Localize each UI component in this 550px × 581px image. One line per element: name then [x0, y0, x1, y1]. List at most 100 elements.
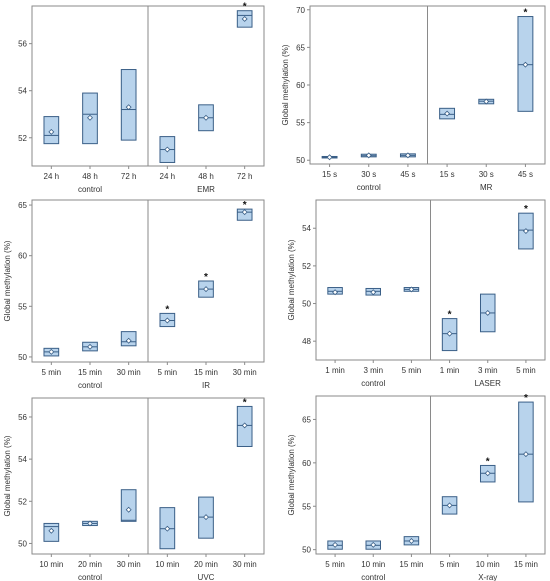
x-tick-label: 10 min — [39, 560, 63, 569]
y-tick-label: 56 — [18, 40, 27, 49]
y-tick-label: 56 — [18, 413, 27, 422]
mean-marker — [522, 61, 529, 68]
y-axis-label: Global methylation (%) — [281, 44, 290, 125]
x-tick-label: 72 h — [237, 172, 253, 181]
y-tick-label: 50 — [18, 539, 27, 548]
mean-marker — [446, 502, 453, 509]
mean-marker — [125, 337, 132, 344]
y-tick-label: 50 — [18, 353, 27, 362]
group-label: control — [78, 185, 102, 194]
mean-marker — [365, 152, 372, 159]
x-tick-label: 20 min — [78, 560, 102, 569]
box — [120, 489, 137, 522]
y-tick-label: 60 — [18, 252, 27, 261]
x-tick-label: 30 min — [117, 368, 141, 377]
panel-mr: control MR 50 55 60 65 70 Global methylation (%… — [281, 5, 546, 192]
significance-star: * — [486, 456, 490, 467]
mean-marker — [332, 289, 339, 296]
mean-marker — [408, 538, 415, 544]
x-tick-label: 15 min — [78, 368, 102, 377]
mean-marker — [483, 98, 490, 105]
y-tick-label: 65 — [18, 201, 27, 210]
x-tick-label: 5 min — [325, 560, 345, 569]
significance-star: * — [165, 304, 169, 315]
panel-xray: control X-ray 50 55 60 65 Global methylation (… — [287, 393, 546, 581]
mean-marker — [125, 104, 132, 111]
x-tick-label: 30 min — [233, 368, 257, 377]
x-tick-label: 15 s — [322, 170, 337, 179]
y-tick-label: 54 — [18, 87, 27, 96]
mean-marker — [522, 228, 529, 235]
y-axis-label: Global methylation (%) — [287, 434, 296, 515]
y-tick-label: 54 — [18, 455, 27, 464]
y-tick-label: 48 — [302, 337, 311, 346]
x-tick-label: 30 min — [117, 560, 141, 569]
x-tick-label: 72 h — [121, 172, 137, 181]
y-tick-label: 54 — [302, 224, 311, 233]
mean-marker — [164, 146, 171, 153]
x-tick-label: 15 min — [514, 560, 538, 569]
x-tick-label: 15 s — [440, 170, 455, 179]
group-label: LASER — [475, 379, 501, 388]
y-tick-label: 50 — [302, 546, 311, 555]
x-tick-label: 5 min — [402, 366, 422, 375]
mean-marker — [370, 541, 377, 548]
mean-marker — [203, 114, 209, 121]
group-label: control — [361, 573, 385, 581]
significance-star: * — [523, 8, 527, 19]
mean-marker — [241, 209, 248, 216]
group-label: IR — [202, 381, 210, 390]
panel-emr: control EMR 52 54 56 24 h 48 h 72 h 24 h 48 h 72 h… — [18, 2, 265, 194]
mean-marker — [446, 330, 453, 337]
mean-marker — [164, 525, 171, 532]
group-label: control — [78, 381, 102, 390]
significance-star: * — [243, 200, 247, 211]
group-label: UVC — [198, 573, 215, 581]
significance-star: * — [524, 204, 528, 215]
y-tick-label: 50 — [296, 156, 305, 165]
x-tick-label: 48 h — [82, 172, 98, 181]
mean-marker — [125, 506, 132, 513]
x-tick-label: 20 min — [194, 560, 218, 569]
y-tick-label: 55 — [296, 119, 305, 128]
significance-star: * — [448, 310, 452, 321]
x-tick-label: 15 min — [194, 368, 218, 377]
mean-marker — [164, 317, 171, 324]
x-tick-label: 10 min — [361, 560, 385, 569]
group-label: control — [361, 379, 385, 388]
group-label: control — [78, 573, 102, 581]
x-tick-label: 48 h — [198, 172, 214, 181]
mean-marker — [48, 348, 55, 355]
y-tick-label: 52 — [18, 134, 27, 143]
mean-marker — [87, 114, 93, 121]
significance-star: * — [204, 272, 208, 283]
x-tick-label: 15 min — [399, 560, 423, 569]
x-tick-label: 1 min — [325, 366, 345, 375]
x-tick-label: 45 s — [518, 170, 533, 179]
mean-marker — [87, 343, 93, 350]
mean-marker — [87, 520, 93, 527]
mean-marker — [484, 309, 491, 316]
panel-ir: control IR 50 55 60 65 Global methylation (%) 5… — [3, 199, 265, 390]
mean-marker — [522, 451, 529, 458]
mean-marker — [326, 154, 333, 161]
y-tick-label: 52 — [302, 262, 311, 271]
mean-marker — [484, 470, 491, 477]
x-tick-label: 5 min — [440, 560, 460, 569]
y-tick-label: 55 — [18, 302, 27, 311]
y-tick-label: 60 — [296, 81, 305, 90]
y-tick-label: 60 — [302, 459, 311, 468]
y-axis-label: Global methylation (%) — [3, 240, 12, 321]
significance-star: * — [243, 397, 247, 408]
y-axis-label: Global methylation (%) — [3, 435, 12, 516]
group-label: control — [357, 183, 381, 192]
y-tick-label: 50 — [302, 300, 311, 309]
significance-star: * — [243, 2, 247, 13]
x-tick-label: 45 s — [400, 170, 415, 179]
mean-marker — [203, 286, 209, 293]
y-tick-label: 65 — [302, 415, 311, 424]
x-tick-label: 1 min — [440, 366, 460, 375]
y-tick-label: 70 — [296, 6, 305, 15]
mean-marker — [241, 422, 248, 429]
significance-star: * — [524, 393, 528, 404]
